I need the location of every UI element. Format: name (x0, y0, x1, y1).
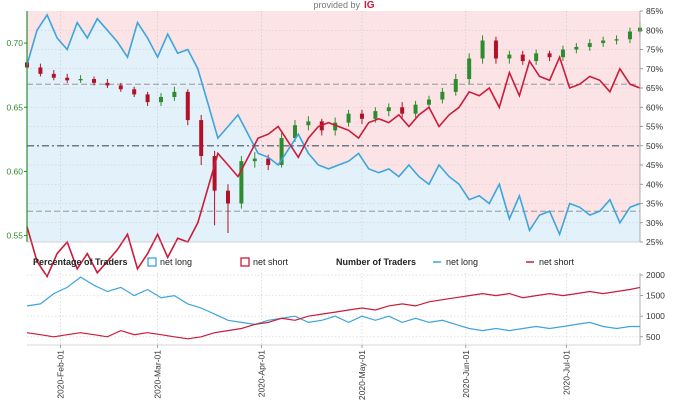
candle-body (359, 113, 364, 119)
legend-number-title: Number of Traders (336, 257, 416, 267)
candle-body (346, 113, 351, 123)
candle-body (91, 79, 96, 83)
trader-count-chart: 2000 1500 1000 500 (26, 270, 665, 346)
date-axis: 2020-Feb-01 2020-Mar-01 2020-Apr-01 2020-Ma… (55, 345, 571, 400)
candle-body (440, 91, 445, 100)
date-tick-label: 2020-Feb-01 (55, 350, 65, 399)
candle-body (560, 49, 565, 58)
count-tick-label: 1000 (646, 311, 665, 321)
legend-net-short-label: net short (253, 257, 289, 267)
candle-body (118, 85, 123, 90)
candle-body (266, 158, 271, 165)
legend-net-long-swatch (147, 257, 157, 267)
candle-body (426, 99, 431, 105)
legend-count-short-label: net short (539, 257, 575, 267)
candle-body (172, 91, 177, 97)
percent-tick-label: 60% (646, 102, 663, 112)
candle-body (373, 111, 378, 119)
date-tick-label: 2020-Apr-01 (256, 350, 266, 398)
candle-body (292, 125, 297, 139)
price-tick-label: 0.65 (6, 102, 23, 112)
percent-tick-label: 35% (646, 199, 663, 209)
candle-body (493, 40, 498, 59)
provider-brand: IG (364, 0, 375, 11)
candle-body (507, 54, 512, 59)
candle-body (51, 73, 56, 78)
candle-body (333, 122, 338, 131)
net-short-line (26, 54, 641, 279)
legend: Percentage of Traders net long net short… (33, 257, 575, 267)
percent-tick-label: 25% (646, 237, 663, 247)
candle-body (145, 94, 150, 103)
percent-tick-label: 45% (646, 160, 663, 170)
date-tick-label: 2020-Jul-01 (561, 350, 571, 395)
candle-body (627, 31, 632, 40)
date-tick-label: 2020-Mar-01 (153, 350, 163, 399)
provider-label: provided by (313, 0, 360, 10)
candle-body (185, 91, 190, 121)
candle-body (279, 138, 284, 165)
price-tick-label: 0.60 (6, 166, 23, 176)
candle-body (453, 79, 458, 92)
percent-tick-label: 30% (646, 218, 663, 228)
date-tick-label: 2020-Jun-01 (461, 350, 471, 398)
candle-body (306, 121, 311, 126)
candle-body (225, 190, 230, 204)
candle-body (413, 104, 418, 114)
legend-percentage-title: Percentage of Traders (33, 257, 128, 267)
count-tick-label: 1500 (646, 291, 665, 301)
candle-body (158, 96, 163, 103)
percent-tick-label: 55% (646, 122, 663, 132)
count-net-short-line (26, 286, 641, 340)
legend-count-long-label: net long (446, 257, 478, 267)
candle-body (480, 40, 485, 59)
price-tick-label: 0.70 (6, 38, 23, 48)
candle-body (400, 107, 405, 114)
date-tick-label: 2020-May-01 (357, 350, 367, 400)
count-tick-label: 2000 (646, 270, 665, 280)
percent-tick-label: 80% (646, 25, 663, 35)
percent-tick-label: 40% (646, 179, 663, 189)
legend-net-short-swatch (240, 257, 250, 267)
candle-body (614, 39, 619, 41)
candle-body (547, 53, 552, 58)
candle-body (252, 158, 257, 162)
candle-body (467, 58, 472, 80)
candle-body (587, 43, 592, 47)
candle-body (601, 40, 606, 44)
candle-body (520, 54, 525, 62)
percent-tick-label: 65% (646, 83, 663, 93)
candle-body (38, 67, 43, 74)
count-tick-label: 500 (646, 332, 660, 342)
candle-body (132, 89, 137, 95)
percent-tick-label: 70% (646, 64, 663, 74)
net-long-line (26, 13, 641, 237)
candle-body (574, 46, 579, 50)
candle-body (534, 53, 539, 62)
price-tick-label: 0.55 (6, 231, 23, 241)
percent-tick-label: 85% (646, 6, 663, 16)
candle-body (105, 82, 110, 86)
candle-body (65, 77, 70, 81)
legend-net-long-label: net long (160, 257, 192, 267)
net-long-area (27, 14, 640, 243)
percent-tick-label: 75% (646, 45, 663, 55)
candle-body (199, 120, 204, 157)
price-sentiment-chart: 0.70 0.65 0.60 0.55 85% 80% 75% 70% 65% 60% 55% 50%… (6, 6, 663, 279)
candle-body (78, 79, 83, 81)
percent-tick-label: 50% (646, 141, 663, 151)
candle-body (239, 161, 244, 204)
provider-credit: provided by IG (313, 0, 374, 11)
count-net-long-line (26, 276, 640, 332)
candle-body (386, 107, 391, 112)
candle-body (212, 156, 217, 191)
